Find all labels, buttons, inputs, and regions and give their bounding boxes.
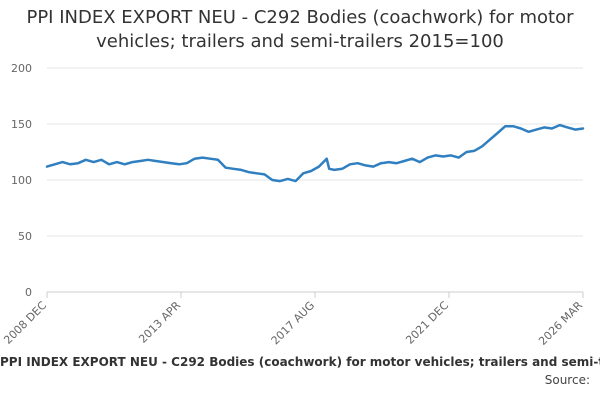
y-tick-label: 150 xyxy=(11,118,32,131)
y-axis: 0 50 100 150 200 xyxy=(11,62,32,299)
legend-item-label: PPI INDEX EXPORT NEU - C292 Bodies (coac… xyxy=(0,355,600,369)
x-axis: 2008 DEC 2013 APR 2017 AUG 2021 DEC 2026 MAR xyxy=(1,291,585,348)
chart-title: PPI INDEX EXPORT NEU - C292 Bodies (coac… xyxy=(26,7,574,52)
y-tick-label: 100 xyxy=(11,174,32,187)
series-layer xyxy=(45,123,585,183)
grid-lines xyxy=(47,67,583,237)
y-tick-label: 0 xyxy=(25,286,32,299)
y-tick-label: 200 xyxy=(11,62,32,75)
x-tick-label: 2013 APR xyxy=(136,299,183,346)
series-line[interactable] xyxy=(45,123,585,183)
x-tick-label: 2021 DEC xyxy=(403,299,451,347)
legend[interactable]: PPI INDEX EXPORT NEU - C292 Bodies (coac… xyxy=(0,354,600,370)
x-tick-label: 2017 AUG xyxy=(269,299,318,348)
source-label: Source: xyxy=(544,373,590,387)
x-tick-label: 2008 DEC xyxy=(1,299,49,347)
x-tick-label: 2026 MAR xyxy=(536,299,585,348)
y-tick-label: 50 xyxy=(18,230,32,243)
